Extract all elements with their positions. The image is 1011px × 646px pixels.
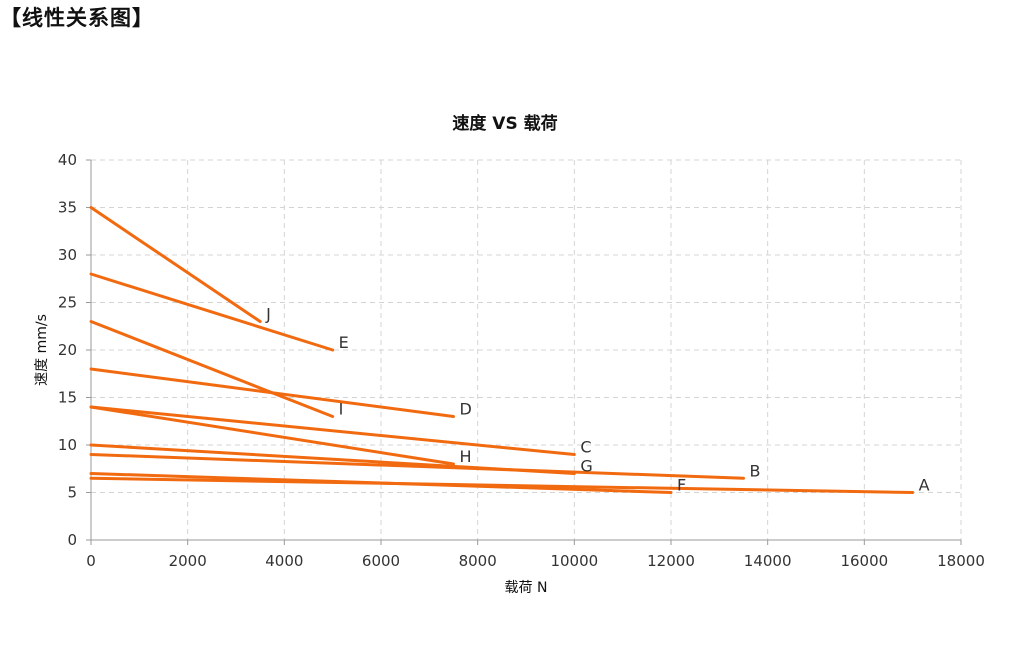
series-line-h — [89, 405, 455, 466]
y-axis-label: 速度 mm/s — [34, 314, 50, 386]
series-line-b — [89, 453, 745, 480]
y-tick-label: 25 — [58, 294, 77, 312]
series-line-f — [89, 472, 673, 494]
y-tick-label: 35 — [58, 199, 77, 217]
x-tick-label: 16000 — [840, 552, 888, 570]
series-label-f: F — [677, 476, 686, 495]
axes — [86, 159, 962, 545]
y-tick-label: 30 — [58, 246, 77, 264]
series-label-j: J — [265, 305, 271, 324]
series-line-a — [89, 476, 915, 494]
x-axis-label: 载荷 N — [505, 580, 548, 596]
y-tick-label: 15 — [58, 389, 77, 407]
series-line-e — [89, 272, 335, 352]
series-label-c: C — [580, 438, 591, 457]
series-label-d: D — [460, 400, 472, 419]
series-line-i — [89, 320, 335, 418]
x-tick-label: 2000 — [169, 552, 207, 570]
x-tick-label: 18000 — [937, 552, 985, 570]
page-heading: 【线性关系图】 — [0, 6, 154, 30]
x-tick-label: 14000 — [744, 552, 792, 570]
series-line-g — [89, 443, 576, 475]
series-line-c — [89, 405, 576, 456]
chart-title: 速度 VS 载荷 — [452, 113, 557, 134]
x-tick-label: 4000 — [265, 552, 303, 570]
x-tick-label: 8000 — [459, 552, 497, 570]
series-lines — [89, 206, 915, 494]
x-tick-label: 0 — [86, 552, 96, 570]
y-tick-label: 5 — [67, 484, 77, 502]
series-label-h: H — [460, 447, 472, 466]
series-label-b: B — [750, 461, 761, 480]
y-tick-label: 20 — [58, 341, 77, 359]
series-line-j — [89, 206, 262, 323]
y-tick-label: 0 — [67, 531, 77, 549]
series-label-a: A — [919, 476, 930, 495]
y-tick-label: 10 — [58, 436, 77, 454]
x-tick-label: 12000 — [647, 552, 695, 570]
grid-lines — [91, 159, 962, 540]
y-tick-label: 40 — [58, 151, 77, 169]
series-label-i: I — [339, 400, 344, 419]
series-label-g: G — [580, 457, 592, 476]
series-label-e: E — [339, 333, 349, 352]
x-tick-label: 10000 — [550, 552, 598, 570]
x-tick-label: 6000 — [362, 552, 400, 570]
tick-labels: 0 2000 4000 6000 8000 10000 12000 14000 16000 180… — [58, 151, 985, 570]
series-labels: A B C D E F G H I J — [265, 305, 930, 495]
